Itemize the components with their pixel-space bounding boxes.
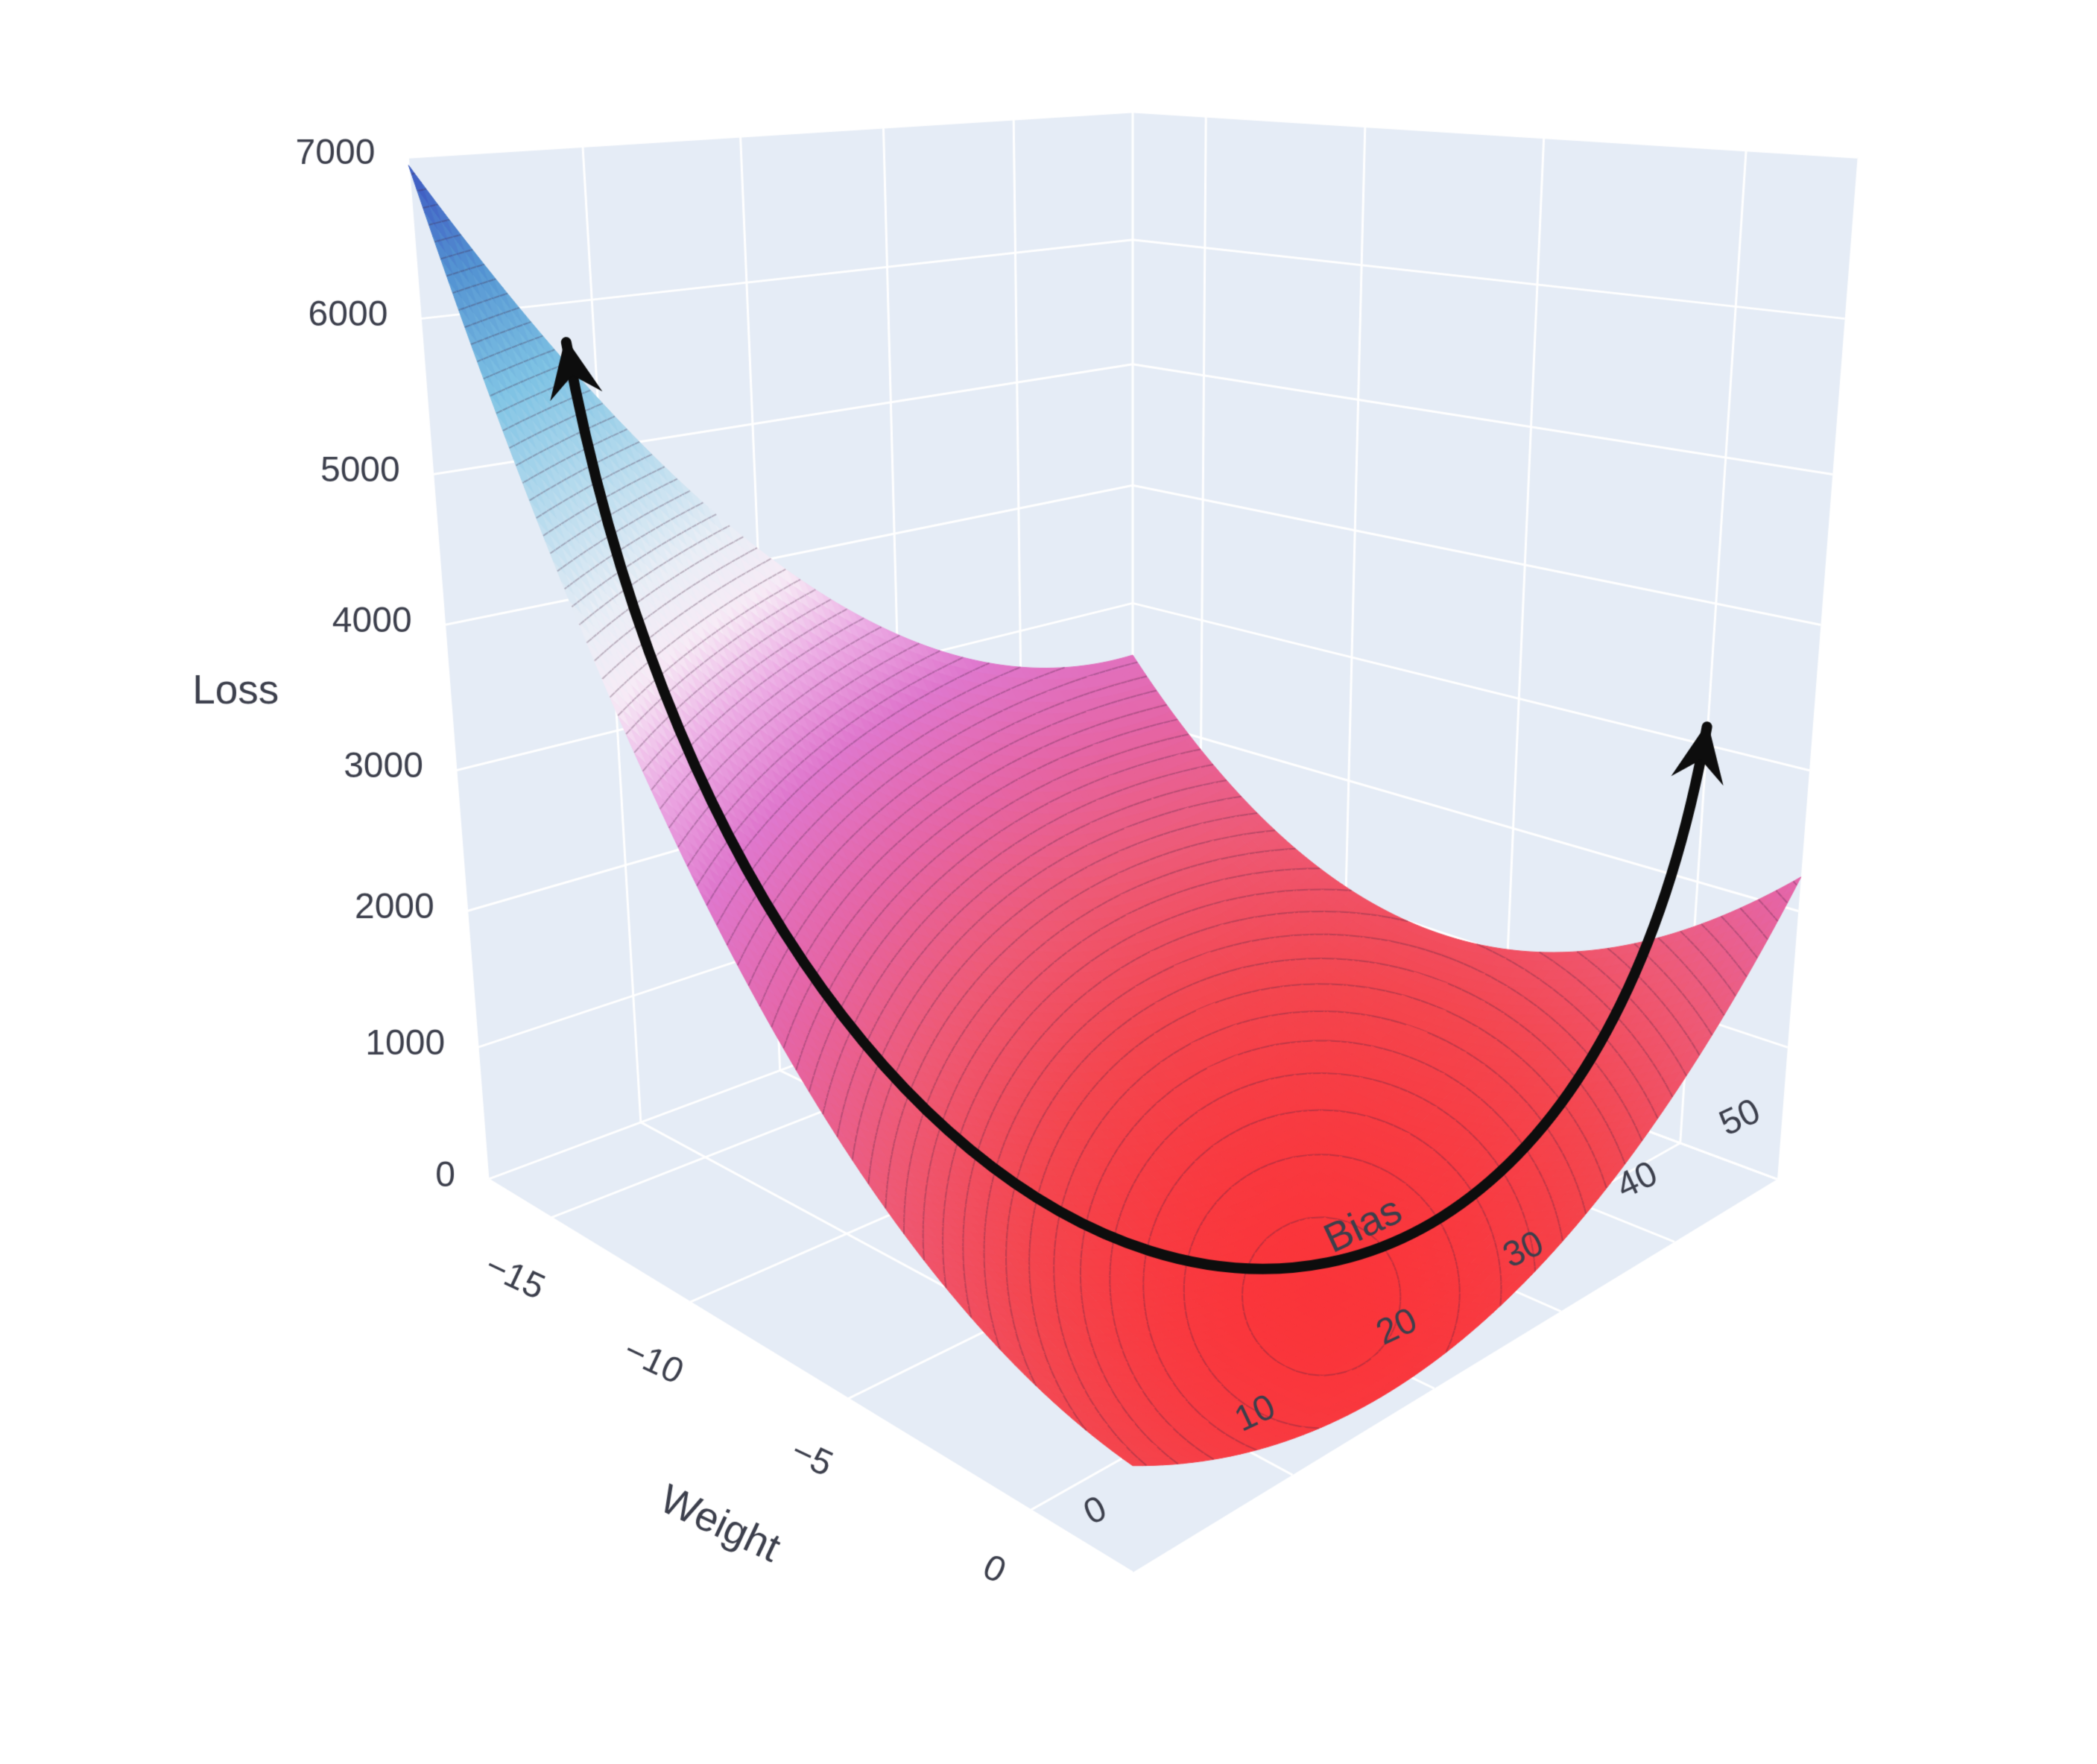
loss-surface-figure — [0, 0, 2097, 1764]
loss-surface-3d-plot — [0, 0, 2097, 1764]
